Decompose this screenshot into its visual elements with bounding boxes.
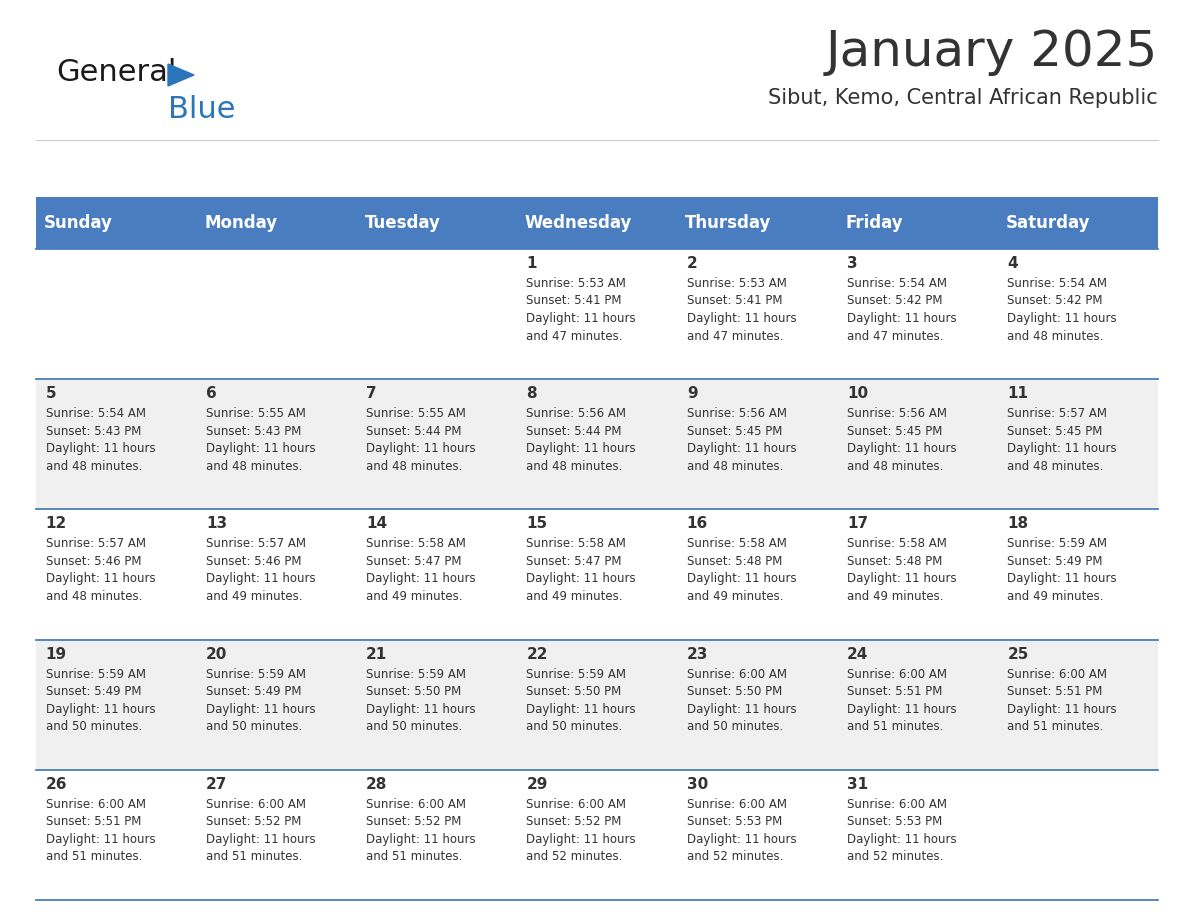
Bar xyxy=(36,770,1158,900)
Text: 20: 20 xyxy=(206,646,227,662)
Text: Sunrise: 5:54 AM
Sunset: 5:42 PM
Daylight: 11 hours
and 47 minutes.: Sunrise: 5:54 AM Sunset: 5:42 PM Dayligh… xyxy=(847,277,956,342)
Text: Sunrise: 5:59 AM
Sunset: 5:50 PM
Daylight: 11 hours
and 50 minutes.: Sunrise: 5:59 AM Sunset: 5:50 PM Dayligh… xyxy=(366,667,476,733)
Text: 2: 2 xyxy=(687,256,697,271)
Text: 16: 16 xyxy=(687,517,708,532)
Text: Sunrise: 5:59 AM
Sunset: 5:49 PM
Daylight: 11 hours
and 49 minutes.: Sunrise: 5:59 AM Sunset: 5:49 PM Dayligh… xyxy=(1007,537,1117,603)
Text: Sunrise: 6:00 AM
Sunset: 5:51 PM
Daylight: 11 hours
and 51 minutes.: Sunrise: 6:00 AM Sunset: 5:51 PM Dayligh… xyxy=(45,798,156,863)
Text: Sibut, Kemo, Central African Republic: Sibut, Kemo, Central African Republic xyxy=(769,88,1158,108)
Text: Sunrise: 5:58 AM
Sunset: 5:47 PM
Daylight: 11 hours
and 49 minutes.: Sunrise: 5:58 AM Sunset: 5:47 PM Dayligh… xyxy=(526,537,636,603)
Bar xyxy=(196,197,356,249)
Text: 27: 27 xyxy=(206,777,227,792)
Text: Sunrise: 5:54 AM
Sunset: 5:43 PM
Daylight: 11 hours
and 48 minutes.: Sunrise: 5:54 AM Sunset: 5:43 PM Dayligh… xyxy=(45,408,156,473)
Text: 6: 6 xyxy=(206,386,216,401)
Text: General: General xyxy=(56,58,176,87)
Text: Sunrise: 5:55 AM
Sunset: 5:43 PM
Daylight: 11 hours
and 48 minutes.: Sunrise: 5:55 AM Sunset: 5:43 PM Dayligh… xyxy=(206,408,316,473)
Bar xyxy=(356,197,517,249)
Text: Sunrise: 5:58 AM
Sunset: 5:48 PM
Daylight: 11 hours
and 49 minutes.: Sunrise: 5:58 AM Sunset: 5:48 PM Dayligh… xyxy=(847,537,956,603)
Text: Sunrise: 5:56 AM
Sunset: 5:45 PM
Daylight: 11 hours
and 48 minutes.: Sunrise: 5:56 AM Sunset: 5:45 PM Dayligh… xyxy=(687,408,796,473)
Text: Monday: Monday xyxy=(204,214,278,232)
Text: Sunrise: 5:58 AM
Sunset: 5:47 PM
Daylight: 11 hours
and 49 minutes.: Sunrise: 5:58 AM Sunset: 5:47 PM Dayligh… xyxy=(366,537,476,603)
Text: 3: 3 xyxy=(847,256,858,271)
Text: Sunrise: 6:00 AM
Sunset: 5:53 PM
Daylight: 11 hours
and 52 minutes.: Sunrise: 6:00 AM Sunset: 5:53 PM Dayligh… xyxy=(847,798,956,863)
Bar xyxy=(36,640,1158,770)
Text: Saturday: Saturday xyxy=(1006,214,1091,232)
Text: Sunrise: 6:00 AM
Sunset: 5:50 PM
Daylight: 11 hours
and 50 minutes.: Sunrise: 6:00 AM Sunset: 5:50 PM Dayligh… xyxy=(687,667,796,733)
Bar xyxy=(36,509,1158,640)
Text: 29: 29 xyxy=(526,777,548,792)
Text: Sunrise: 5:56 AM
Sunset: 5:45 PM
Daylight: 11 hours
and 48 minutes.: Sunrise: 5:56 AM Sunset: 5:45 PM Dayligh… xyxy=(847,408,956,473)
Text: 5: 5 xyxy=(45,386,56,401)
Text: Sunrise: 6:00 AM
Sunset: 5:52 PM
Daylight: 11 hours
and 51 minutes.: Sunrise: 6:00 AM Sunset: 5:52 PM Dayligh… xyxy=(206,798,316,863)
Bar xyxy=(36,249,1158,379)
Text: Sunrise: 5:54 AM
Sunset: 5:42 PM
Daylight: 11 hours
and 48 minutes.: Sunrise: 5:54 AM Sunset: 5:42 PM Dayligh… xyxy=(1007,277,1117,342)
Text: Sunrise: 5:59 AM
Sunset: 5:49 PM
Daylight: 11 hours
and 50 minutes.: Sunrise: 5:59 AM Sunset: 5:49 PM Dayligh… xyxy=(206,667,316,733)
Text: 4: 4 xyxy=(1007,256,1018,271)
Bar xyxy=(677,197,838,249)
Text: 23: 23 xyxy=(687,646,708,662)
Text: Sunday: Sunday xyxy=(44,214,113,232)
Text: Sunrise: 5:59 AM
Sunset: 5:50 PM
Daylight: 11 hours
and 50 minutes.: Sunrise: 5:59 AM Sunset: 5:50 PM Dayligh… xyxy=(526,667,636,733)
Text: Wednesday: Wednesday xyxy=(525,214,632,232)
Text: Sunrise: 5:56 AM
Sunset: 5:44 PM
Daylight: 11 hours
and 48 minutes.: Sunrise: 5:56 AM Sunset: 5:44 PM Dayligh… xyxy=(526,408,636,473)
Text: 26: 26 xyxy=(45,777,67,792)
Text: 14: 14 xyxy=(366,517,387,532)
Bar xyxy=(36,379,1158,509)
Text: 22: 22 xyxy=(526,646,548,662)
Text: Sunrise: 5:57 AM
Sunset: 5:46 PM
Daylight: 11 hours
and 48 minutes.: Sunrise: 5:57 AM Sunset: 5:46 PM Dayligh… xyxy=(45,537,156,603)
Text: 19: 19 xyxy=(45,646,67,662)
Text: 15: 15 xyxy=(526,517,548,532)
Text: Sunrise: 6:00 AM
Sunset: 5:51 PM
Daylight: 11 hours
and 51 minutes.: Sunrise: 6:00 AM Sunset: 5:51 PM Dayligh… xyxy=(1007,667,1117,733)
Text: Sunrise: 5:59 AM
Sunset: 5:49 PM
Daylight: 11 hours
and 50 minutes.: Sunrise: 5:59 AM Sunset: 5:49 PM Dayligh… xyxy=(45,667,156,733)
Polygon shape xyxy=(168,64,194,86)
Text: Sunrise: 6:00 AM
Sunset: 5:52 PM
Daylight: 11 hours
and 52 minutes.: Sunrise: 6:00 AM Sunset: 5:52 PM Dayligh… xyxy=(526,798,636,863)
Text: 7: 7 xyxy=(366,386,377,401)
Text: Sunrise: 5:55 AM
Sunset: 5:44 PM
Daylight: 11 hours
and 48 minutes.: Sunrise: 5:55 AM Sunset: 5:44 PM Dayligh… xyxy=(366,408,476,473)
Text: January 2025: January 2025 xyxy=(826,28,1158,76)
Text: 13: 13 xyxy=(206,517,227,532)
Text: 28: 28 xyxy=(366,777,387,792)
Text: 8: 8 xyxy=(526,386,537,401)
Text: Sunrise: 6:00 AM
Sunset: 5:51 PM
Daylight: 11 hours
and 51 minutes.: Sunrise: 6:00 AM Sunset: 5:51 PM Dayligh… xyxy=(847,667,956,733)
Bar xyxy=(838,197,998,249)
Text: 21: 21 xyxy=(366,646,387,662)
Text: 9: 9 xyxy=(687,386,697,401)
Text: 31: 31 xyxy=(847,777,868,792)
Text: Thursday: Thursday xyxy=(685,214,771,232)
Text: Sunrise: 6:00 AM
Sunset: 5:53 PM
Daylight: 11 hours
and 52 minutes.: Sunrise: 6:00 AM Sunset: 5:53 PM Dayligh… xyxy=(687,798,796,863)
Text: Tuesday: Tuesday xyxy=(365,214,441,232)
Text: 25: 25 xyxy=(1007,646,1029,662)
Text: Sunrise: 5:57 AM
Sunset: 5:46 PM
Daylight: 11 hours
and 49 minutes.: Sunrise: 5:57 AM Sunset: 5:46 PM Dayligh… xyxy=(206,537,316,603)
Text: Blue: Blue xyxy=(168,95,235,124)
Text: Sunrise: 6:00 AM
Sunset: 5:52 PM
Daylight: 11 hours
and 51 minutes.: Sunrise: 6:00 AM Sunset: 5:52 PM Dayligh… xyxy=(366,798,476,863)
Bar xyxy=(517,197,677,249)
Text: 11: 11 xyxy=(1007,386,1029,401)
Text: 24: 24 xyxy=(847,646,868,662)
Bar xyxy=(36,197,196,249)
Text: 18: 18 xyxy=(1007,517,1029,532)
Text: 12: 12 xyxy=(45,517,67,532)
Text: 1: 1 xyxy=(526,256,537,271)
Text: 30: 30 xyxy=(687,777,708,792)
Text: Sunrise: 5:57 AM
Sunset: 5:45 PM
Daylight: 11 hours
and 48 minutes.: Sunrise: 5:57 AM Sunset: 5:45 PM Dayligh… xyxy=(1007,408,1117,473)
Text: 10: 10 xyxy=(847,386,868,401)
Text: 17: 17 xyxy=(847,517,868,532)
Text: Sunrise: 5:53 AM
Sunset: 5:41 PM
Daylight: 11 hours
and 47 minutes.: Sunrise: 5:53 AM Sunset: 5:41 PM Dayligh… xyxy=(526,277,636,342)
Text: Sunrise: 5:58 AM
Sunset: 5:48 PM
Daylight: 11 hours
and 49 minutes.: Sunrise: 5:58 AM Sunset: 5:48 PM Dayligh… xyxy=(687,537,796,603)
Bar xyxy=(998,197,1158,249)
Text: Sunrise: 5:53 AM
Sunset: 5:41 PM
Daylight: 11 hours
and 47 minutes.: Sunrise: 5:53 AM Sunset: 5:41 PM Dayligh… xyxy=(687,277,796,342)
Text: Friday: Friday xyxy=(846,214,903,232)
